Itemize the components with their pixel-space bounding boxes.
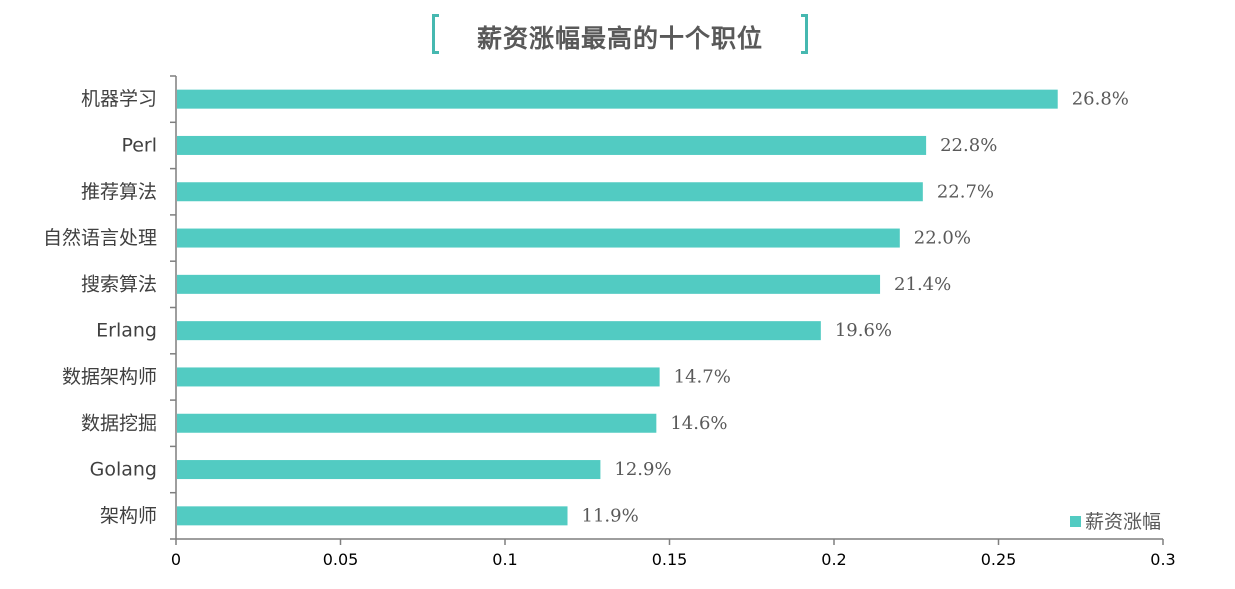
data-label: 22.0% [914,228,971,249]
x-tick-label: 0.1 [492,550,517,569]
legend-swatch [1070,516,1081,527]
chart-title-block: 薪资涨幅最高的十个职位 [428,12,812,58]
bar [177,182,923,202]
title-left-bracket [432,14,439,54]
bar [177,135,927,155]
data-label: 26.8% [1072,89,1129,110]
data-label: 22.7% [937,181,994,202]
data-label: 12.9% [614,459,671,480]
x-tick-label: 0.2 [821,550,846,569]
bar [177,321,821,341]
bar [177,506,568,526]
data-label: 19.6% [835,320,892,341]
legend-label: 薪资涨幅 [1085,511,1161,533]
data-label: 22.8% [940,135,997,156]
category-label: Golang [90,459,157,481]
category-label: 机器学习 [81,88,157,110]
data-label: 21.4% [894,274,951,295]
x-tick-label: 0.15 [652,550,688,569]
category-label: Erlang [96,320,157,342]
category-label: 架构师 [100,505,157,527]
x-tick-label: 0 [171,550,181,569]
title-right-bracket [801,14,808,54]
bar [177,274,881,294]
bar [177,413,657,433]
x-tick-label: 0.3 [1150,550,1175,569]
category-label: 自然语言处理 [43,227,157,249]
category-label: 数据架构师 [62,366,157,388]
bar [177,367,660,387]
bar [177,89,1058,109]
data-label: 14.6% [670,413,727,434]
category-label: Perl [121,134,157,156]
data-label: 14.7% [674,366,731,387]
category-label: 数据挖掘 [81,412,157,434]
bar [177,460,601,480]
x-tick-label: 0.25 [981,550,1017,569]
chart-title: 薪资涨幅最高的十个职位 [476,24,763,53]
data-label: 11.9% [582,505,639,526]
x-tick-label: 0.05 [323,550,359,569]
category-label: 推荐算法 [81,181,157,203]
category-label: 搜索算法 [81,273,157,295]
bar [177,228,900,248]
